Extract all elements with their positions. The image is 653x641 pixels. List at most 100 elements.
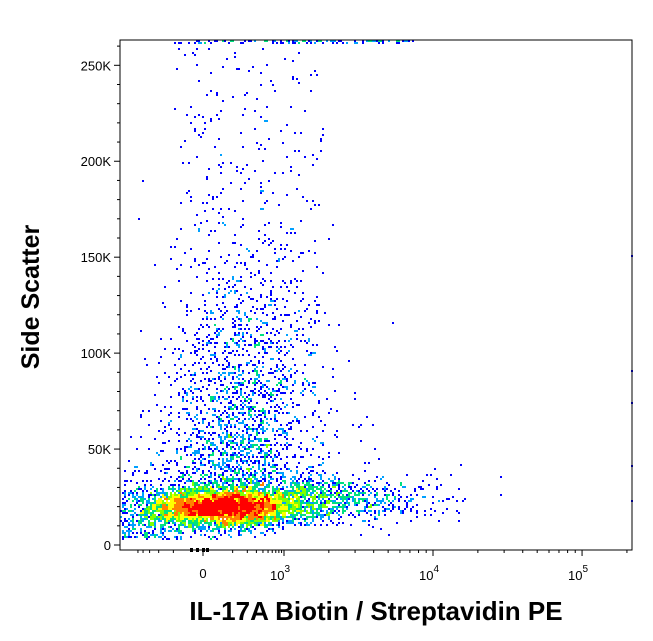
data-point — [168, 504, 170, 506]
data-point — [182, 500, 184, 502]
data-point — [170, 510, 172, 512]
data-point — [280, 244, 282, 246]
data-point — [222, 496, 224, 498]
data-point — [138, 486, 140, 488]
data-point — [266, 496, 268, 498]
data-point — [258, 360, 260, 362]
data-point — [152, 508, 154, 510]
data-point — [172, 518, 174, 520]
data-point — [232, 386, 234, 388]
data-point — [348, 496, 350, 498]
data-point — [238, 470, 240, 472]
data-point — [260, 428, 262, 430]
data-point — [286, 386, 288, 388]
data-point — [228, 408, 230, 410]
data-point — [368, 40, 370, 42]
data-point — [380, 40, 382, 42]
data-point — [306, 42, 308, 44]
data-point — [142, 500, 144, 502]
data-point — [182, 494, 184, 496]
data-point — [230, 454, 232, 456]
data-point — [150, 534, 152, 536]
data-point — [318, 514, 320, 516]
data-point — [148, 512, 150, 514]
data-point — [192, 488, 194, 490]
data-point — [160, 496, 162, 498]
data-point — [284, 466, 286, 468]
data-point — [308, 506, 310, 508]
data-point — [302, 496, 304, 498]
data-point — [314, 496, 316, 498]
data-point — [178, 416, 180, 418]
data-point — [298, 486, 300, 488]
data-point — [310, 74, 312, 76]
data-point — [256, 340, 258, 342]
data-point — [274, 434, 276, 436]
data-point — [236, 68, 238, 70]
data-point — [284, 392, 286, 394]
data-point — [126, 520, 128, 522]
data-point — [308, 498, 310, 500]
data-point — [248, 250, 250, 252]
data-point — [274, 532, 276, 534]
data-point — [256, 250, 258, 252]
data-point — [312, 486, 314, 488]
data-point — [208, 476, 210, 478]
data-point — [264, 224, 266, 226]
data-point — [230, 162, 232, 164]
data-point — [238, 456, 240, 458]
data-point — [270, 80, 272, 82]
data-point — [148, 510, 150, 512]
data-point — [188, 466, 190, 468]
data-point — [208, 492, 210, 494]
data-point — [252, 394, 254, 396]
data-point — [234, 524, 236, 526]
data-point — [204, 432, 206, 434]
data-point — [200, 412, 202, 414]
data-point — [234, 468, 236, 470]
data-point — [204, 418, 206, 420]
data-point — [272, 478, 274, 480]
data-point — [376, 504, 378, 506]
data-point — [218, 532, 220, 534]
data-point — [206, 522, 208, 524]
data-point — [324, 506, 326, 508]
data-point — [414, 490, 416, 492]
data-point — [164, 498, 166, 500]
data-point — [204, 362, 206, 364]
data-point — [334, 476, 336, 478]
data-point — [262, 322, 264, 324]
data-point — [242, 440, 244, 442]
data-point — [302, 196, 304, 198]
data-point — [224, 306, 226, 308]
data-point — [138, 504, 140, 506]
data-point — [212, 506, 214, 508]
data-point — [210, 454, 212, 456]
data-point — [218, 466, 220, 468]
data-point — [314, 300, 316, 302]
data-point — [266, 484, 268, 486]
data-point — [400, 482, 402, 484]
data-point — [244, 500, 246, 502]
data-point — [302, 486, 304, 488]
data-point — [248, 428, 250, 430]
data-point — [252, 462, 254, 464]
data-point — [244, 264, 246, 266]
data-point — [170, 492, 172, 494]
data-point — [282, 298, 284, 300]
data-point — [350, 486, 352, 488]
data-point — [306, 448, 308, 450]
data-point — [280, 458, 282, 460]
data-point — [274, 376, 276, 378]
data-point — [170, 258, 172, 260]
data-point — [178, 502, 180, 504]
data-point — [204, 522, 206, 524]
data-point — [258, 500, 260, 502]
data-point — [230, 448, 232, 450]
data-point — [302, 518, 304, 520]
data-point — [170, 488, 172, 490]
data-point — [222, 40, 224, 42]
data-point — [208, 482, 210, 484]
data-point — [222, 488, 224, 490]
data-point — [224, 500, 226, 502]
